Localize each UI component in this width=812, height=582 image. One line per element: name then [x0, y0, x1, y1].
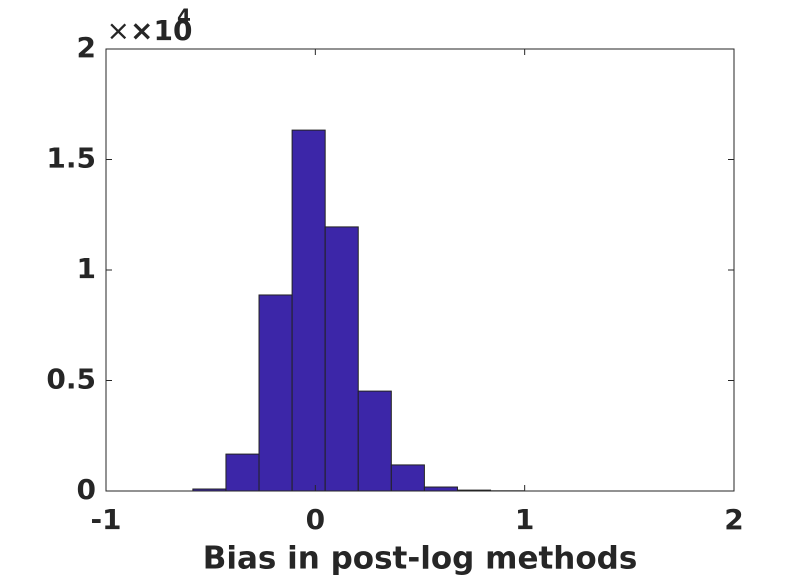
y-tick-label: 1: [77, 252, 96, 285]
bar: [291, 129, 326, 492]
x-tick-label: 2: [724, 503, 743, 536]
bar: [225, 453, 260, 492]
bar: [357, 390, 392, 492]
bar: [258, 294, 293, 492]
x-tick-label: -1: [90, 503, 121, 536]
y-tick-label: 1.5: [46, 142, 96, 175]
x-tick-label: 1: [515, 503, 534, 536]
bar: [423, 486, 458, 492]
bar: [390, 464, 425, 492]
y-tick-label: 0.5: [46, 363, 96, 396]
x-axis-label: Bias in post-log methods: [203, 541, 638, 577]
y-tick-label: 2: [77, 31, 96, 64]
x-tick-label: 0: [306, 503, 325, 536]
bar: [324, 226, 359, 492]
multiplier-base: ×10: [130, 14, 192, 47]
multiplier-times: ×: [107, 14, 130, 47]
multiplier-exponent: 4: [177, 5, 191, 29]
y-tick-label: 0: [77, 473, 96, 506]
